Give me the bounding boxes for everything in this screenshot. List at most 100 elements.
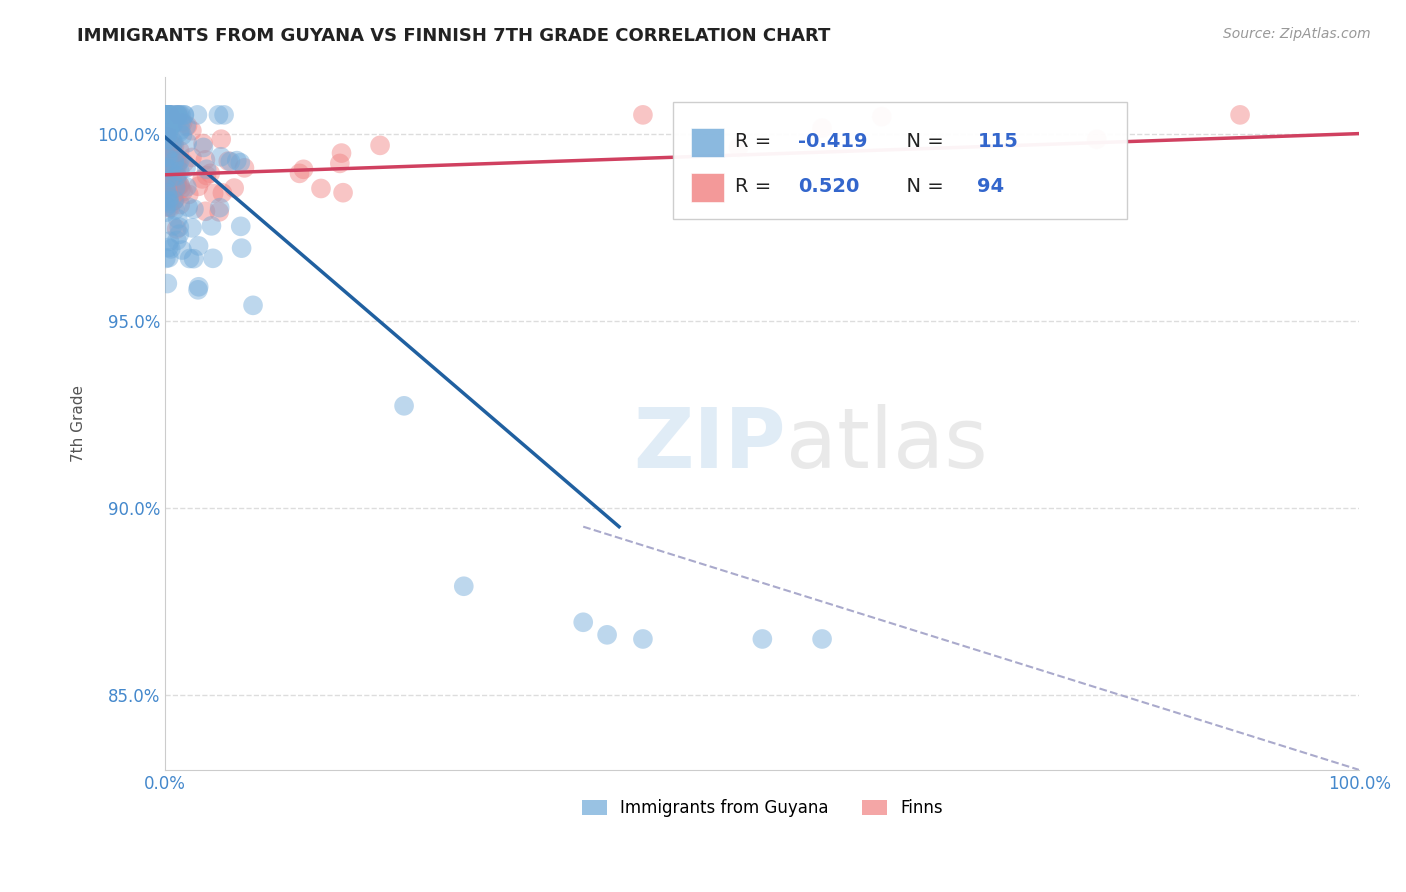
Point [159,136,181,151]
Point [162,190,184,204]
Point [596,628,619,642]
Point [162,168,184,182]
Point [159,131,181,145]
Point [200,166,222,180]
Point [155,140,177,154]
Point [170,243,193,257]
Text: N =: N = [894,178,949,196]
Point [176,180,198,194]
Point [176,136,198,150]
Point [157,120,180,135]
Point [233,161,256,175]
Point [173,108,195,122]
Point [166,160,188,174]
Point [163,116,186,130]
Text: R =: R = [735,132,778,152]
Point [332,186,354,200]
Point [217,154,239,169]
Point [195,169,218,183]
Text: R =: R = [735,178,778,196]
Point [229,155,252,169]
Point [169,108,191,122]
Point [187,280,209,294]
Point [163,108,186,122]
Text: -0.419: -0.419 [799,132,868,152]
Text: N =: N = [894,132,949,152]
Point [169,227,191,242]
Point [207,108,229,122]
Text: 115: 115 [977,132,1018,152]
Point [159,162,181,177]
Point [159,242,181,256]
Point [155,145,177,160]
Point [157,108,180,122]
FancyBboxPatch shape [673,102,1126,219]
Point [163,164,186,178]
Point [157,108,180,122]
Point [155,108,177,122]
Point [631,108,654,122]
Point [173,108,195,122]
Point [162,117,184,131]
Point [157,170,180,185]
Point [162,170,184,185]
Point [159,122,181,136]
Point [166,108,188,122]
Point [155,189,177,203]
Point [187,179,209,194]
Text: 94: 94 [977,178,1004,196]
Point [163,158,186,172]
Point [242,298,264,312]
Point [170,114,193,128]
Point [160,140,183,154]
Point [155,146,177,161]
Point [368,138,391,153]
Point [159,234,181,248]
Point [172,185,194,199]
Point [209,132,232,146]
Point [176,119,198,133]
Point [155,129,177,144]
Point [157,194,180,209]
Point [1085,132,1108,146]
Point [166,155,188,169]
Point [156,126,179,140]
Point [727,140,749,154]
Point [163,111,186,125]
Point [157,126,180,140]
Point [193,140,215,154]
Point [163,155,186,169]
Point [288,166,311,180]
Point [159,196,181,211]
Point [201,252,224,266]
Point [169,197,191,211]
Point [169,178,191,192]
Point [159,108,181,122]
Point [186,108,208,122]
Point [194,153,217,167]
Point [231,241,253,255]
Text: 0.520: 0.520 [799,178,859,196]
Point [169,125,191,139]
Point [169,178,191,193]
Point [453,579,475,593]
Point [811,632,834,646]
Point [163,136,186,150]
Point [181,150,204,164]
Point [167,108,190,122]
Point [162,139,184,153]
Point [169,153,191,168]
Point [174,119,197,133]
Point [156,108,179,122]
Point [156,108,179,122]
Point [155,124,177,138]
Text: ZIP: ZIP [634,404,786,485]
Point [174,161,197,175]
Point [166,180,188,194]
Point [163,150,186,164]
Point [156,161,179,176]
Point [159,163,181,178]
Point [156,145,179,160]
Point [157,182,180,196]
Point [211,186,233,200]
